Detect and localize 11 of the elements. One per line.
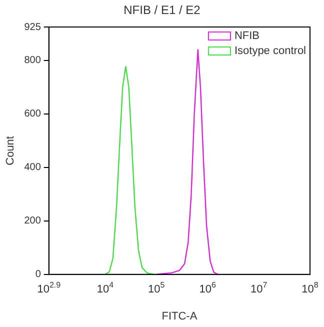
legend-label: NFIB	[234, 30, 260, 42]
y-tick-label: 925	[24, 22, 42, 33]
y-tick-label: 600	[24, 108, 42, 120]
x-axis-title: FITC-A	[162, 310, 198, 322]
y-axis-title: Count	[4, 136, 17, 166]
y-tick-label: 200	[24, 216, 42, 227]
y-tick-label: 400	[24, 162, 42, 174]
y-tick-label: 0	[35, 269, 42, 280]
legend-label: Isotype control	[234, 45, 306, 58]
y-tick-label: 800	[24, 55, 42, 66]
chart-title: NFIB / E1 / E2	[122, 2, 202, 18]
